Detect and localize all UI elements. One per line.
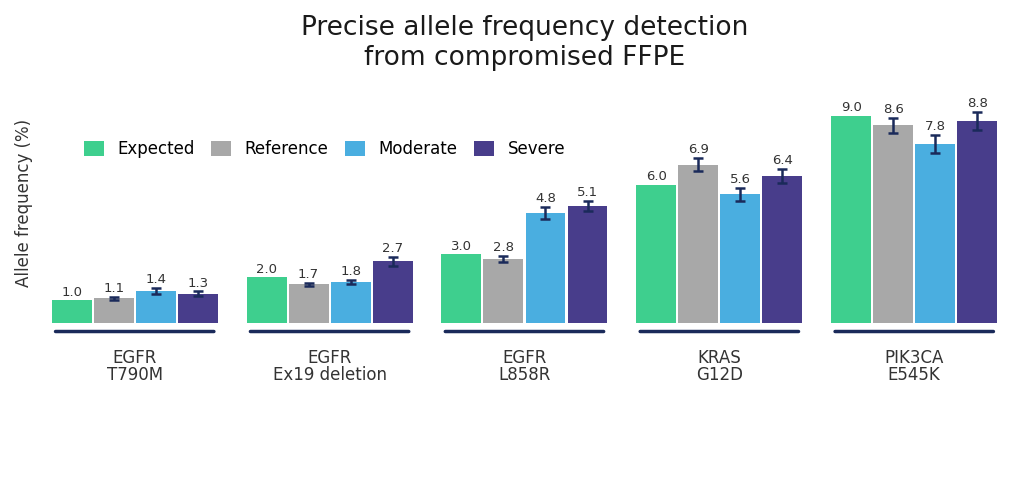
Text: 1.7: 1.7 bbox=[298, 268, 319, 281]
Bar bbox=[94, 298, 134, 323]
Text: 1.8: 1.8 bbox=[340, 265, 361, 278]
Bar bbox=[178, 293, 218, 323]
Text: 7.8: 7.8 bbox=[925, 120, 946, 133]
Text: 3.0: 3.0 bbox=[451, 240, 472, 252]
Bar bbox=[915, 144, 955, 323]
Bar bbox=[373, 261, 413, 323]
Y-axis label: Allele frequency (%): Allele frequency (%) bbox=[15, 118, 33, 286]
Text: 5.6: 5.6 bbox=[730, 173, 751, 186]
Bar bbox=[525, 213, 565, 323]
Text: EGFR: EGFR bbox=[307, 349, 352, 367]
Text: T790M: T790M bbox=[106, 366, 163, 384]
Text: 1.4: 1.4 bbox=[145, 273, 166, 286]
Text: Ex19 deletion: Ex19 deletion bbox=[272, 366, 387, 384]
Text: 8.8: 8.8 bbox=[967, 97, 988, 110]
Text: 1.0: 1.0 bbox=[61, 285, 82, 298]
Bar bbox=[51, 300, 91, 323]
Text: E545K: E545K bbox=[888, 366, 941, 384]
Text: PIK3CA: PIK3CA bbox=[885, 349, 944, 367]
Text: 9.0: 9.0 bbox=[841, 101, 861, 114]
Text: 2.7: 2.7 bbox=[382, 242, 403, 255]
Text: EGFR: EGFR bbox=[503, 349, 547, 367]
Text: 6.9: 6.9 bbox=[688, 143, 709, 156]
Bar bbox=[483, 259, 523, 323]
Text: 4.8: 4.8 bbox=[536, 192, 556, 205]
Text: 2.8: 2.8 bbox=[493, 241, 514, 254]
Title: Precise allele frequency detection
from compromised FFPE: Precise allele frequency detection from … bbox=[301, 15, 749, 71]
Text: EGFR: EGFR bbox=[113, 349, 157, 367]
Bar bbox=[957, 121, 997, 323]
Text: 1.1: 1.1 bbox=[103, 281, 124, 295]
Bar bbox=[136, 291, 176, 323]
Bar bbox=[636, 185, 676, 323]
Bar bbox=[331, 282, 371, 323]
Bar bbox=[831, 116, 871, 323]
Text: G12D: G12D bbox=[696, 366, 742, 384]
Text: 2.0: 2.0 bbox=[256, 262, 278, 275]
Text: KRAS: KRAS bbox=[697, 349, 741, 367]
Text: 5.1: 5.1 bbox=[577, 186, 598, 199]
Bar bbox=[678, 165, 718, 323]
Text: 6.4: 6.4 bbox=[772, 154, 793, 167]
Text: 6.0: 6.0 bbox=[646, 171, 667, 184]
Legend: Expected, Reference, Moderate, Severe: Expected, Reference, Moderate, Severe bbox=[78, 134, 571, 165]
Bar bbox=[721, 195, 761, 323]
Text: 8.6: 8.6 bbox=[883, 103, 903, 116]
Bar bbox=[567, 206, 607, 323]
Bar bbox=[441, 254, 481, 323]
Bar bbox=[763, 176, 803, 323]
Text: 1.3: 1.3 bbox=[187, 276, 208, 289]
Bar bbox=[247, 277, 287, 323]
Text: L858R: L858R bbox=[499, 366, 551, 384]
Bar bbox=[289, 284, 329, 323]
Bar bbox=[873, 125, 913, 323]
